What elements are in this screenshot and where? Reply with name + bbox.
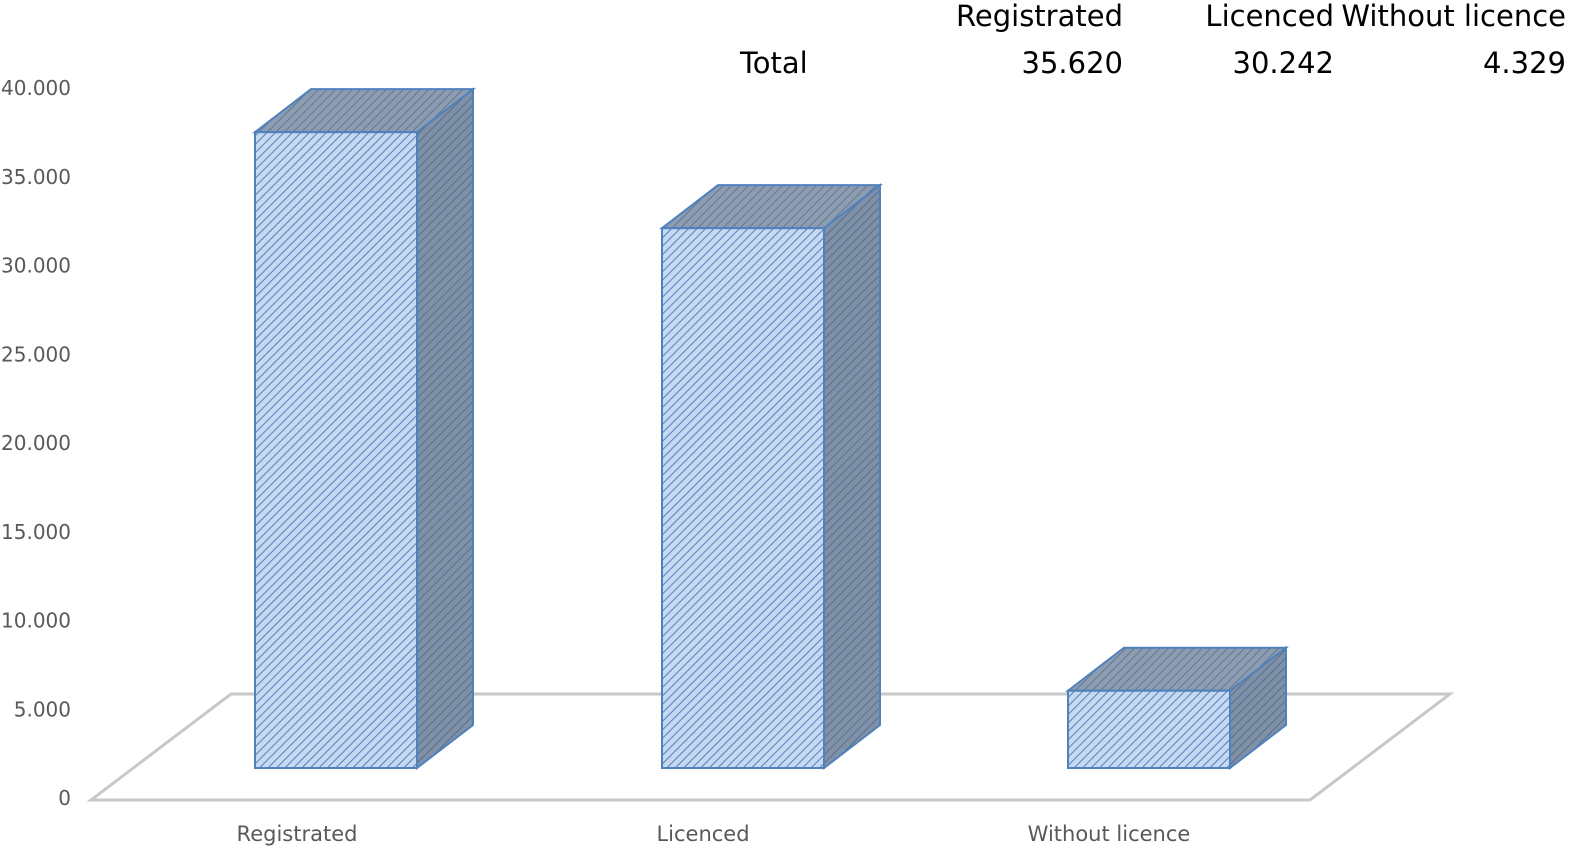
y-tick-label: 10.000 xyxy=(1,609,71,633)
bar-registrated xyxy=(252,87,476,771)
data-table-value-without-licence: 4.329 xyxy=(1483,46,1566,80)
bar-front-face xyxy=(1067,689,1231,770)
y-tick-label: 35.000 xyxy=(1,165,71,189)
data-table-header-registrated: Registrated xyxy=(956,0,1123,33)
bar-front-face xyxy=(254,131,418,770)
bar-side-face xyxy=(416,87,474,771)
data-table: Registrated Licenced Without licence Tot… xyxy=(739,0,1566,80)
data-table-value-licenced: 30.242 xyxy=(1233,46,1334,80)
bars xyxy=(252,87,1289,771)
data-table-row-label: Total xyxy=(739,46,808,80)
y-tick-label: 30.000 xyxy=(1,254,71,278)
y-tick-label: 40.000 xyxy=(1,76,71,100)
bar-licenced xyxy=(659,183,883,771)
data-table-value-registrated: 35.620 xyxy=(1022,46,1123,80)
y-tick-label: 5.000 xyxy=(14,697,71,721)
bar-front-face xyxy=(661,227,825,769)
data-table-header-without-licence: Without licence xyxy=(1341,0,1566,33)
x-category-label: Registrated xyxy=(237,822,358,846)
chart-floor xyxy=(86,692,1455,802)
y-axis-ticks: 0 5.000 10.000 15.000 20.000 25.000 30.000 35.0… xyxy=(1,76,71,810)
x-category-label: Licenced xyxy=(656,822,749,846)
bar-side-face xyxy=(823,183,881,771)
bar-without-licence xyxy=(1065,645,1289,771)
x-axis-labels: Registrated Licenced Without licence xyxy=(237,822,1191,846)
data-table-header-licenced: Licenced xyxy=(1205,0,1334,33)
y-tick-label: 25.000 xyxy=(1,342,71,366)
y-tick-label: 0 xyxy=(58,786,71,810)
x-category-label: Without licence xyxy=(1028,822,1191,846)
y-tick-label: 20.000 xyxy=(1,431,71,455)
y-tick-label: 15.000 xyxy=(1,520,71,544)
